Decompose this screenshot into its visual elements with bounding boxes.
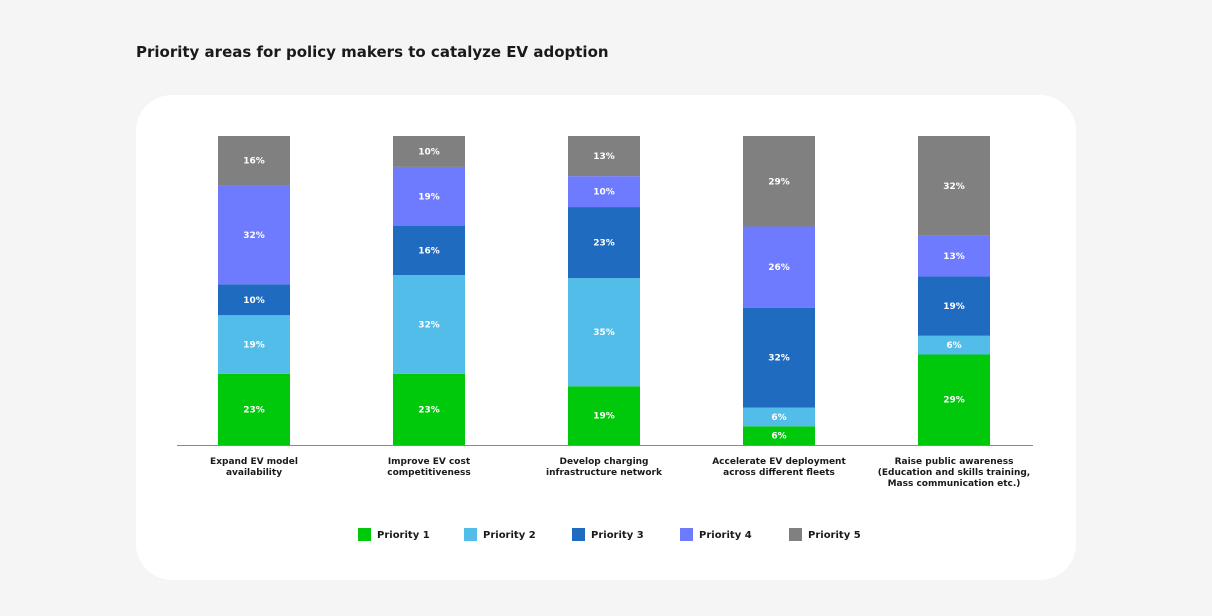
bar-segment-4 — [568, 176, 640, 208]
chart-title: Priority areas for policy makers to cata… — [136, 43, 609, 61]
data-label: 16% — [243, 157, 265, 167]
data-label: 19% — [593, 412, 615, 422]
data-label: 16% — [418, 246, 440, 256]
category-label: competitiveness — [387, 468, 470, 478]
data-label: 32% — [768, 354, 790, 364]
data-label: 6% — [771, 413, 786, 423]
category-label: Raise public awareness — [895, 457, 1014, 467]
category-label: availability — [226, 468, 282, 478]
data-label: 32% — [943, 182, 965, 192]
category-label: across different fleets — [723, 468, 835, 478]
data-label: 32% — [418, 320, 440, 330]
data-label: 13% — [943, 252, 965, 262]
bar-segment-1 — [218, 373, 290, 445]
data-label: 23% — [243, 405, 265, 415]
bar-segment-5 — [568, 136, 640, 177]
bar-segment-2 — [743, 407, 815, 427]
legend-swatch — [358, 528, 371, 541]
bar-segment-4 — [918, 235, 990, 277]
bar-segment-3 — [568, 207, 640, 279]
legend-swatch — [789, 528, 802, 541]
category-label: Expand EV model — [210, 457, 298, 467]
bar-segment-5 — [918, 136, 990, 236]
category-label: Mass communication etc.) — [888, 479, 1021, 489]
legend-swatch — [572, 528, 585, 541]
data-label: 6% — [771, 432, 786, 442]
category-label: (Education and skills training, — [878, 468, 1030, 478]
bar-segment-3 — [393, 225, 465, 276]
data-label: 19% — [243, 341, 265, 351]
bar-segment-5 — [393, 136, 465, 167]
bar-segment-1 — [568, 386, 640, 445]
category-label: Accelerate EV deployment — [712, 457, 846, 467]
data-label: 29% — [768, 177, 790, 187]
category-label: Improve EV cost — [388, 457, 471, 467]
data-label: 32% — [243, 231, 265, 241]
bar-segment-3 — [218, 284, 290, 316]
data-label: 13% — [593, 152, 615, 162]
bar-segment-1 — [918, 354, 990, 445]
bar-segment-4 — [743, 226, 815, 308]
legend-label: Priority 5 — [808, 530, 861, 541]
legend-label: Priority 3 — [591, 530, 644, 541]
legend-swatch — [680, 528, 693, 541]
data-label: 6% — [946, 341, 961, 351]
bar-segment-2 — [918, 335, 990, 355]
legend-label: Priority 1 — [377, 530, 430, 541]
data-label: 23% — [593, 239, 615, 249]
data-label: 10% — [593, 188, 615, 198]
bar-segment-2 — [568, 278, 640, 387]
bar-segment-4 — [218, 185, 290, 285]
bar-segment-2 — [218, 315, 290, 374]
bar-segment-3 — [743, 307, 815, 408]
data-label: 35% — [593, 328, 615, 338]
category-label: infrastructure network — [546, 468, 663, 478]
data-label: 29% — [943, 396, 965, 406]
bar-segment-3 — [918, 276, 990, 336]
bar-segment-1 — [743, 426, 815, 445]
bar-segment-5 — [218, 136, 290, 186]
data-label: 26% — [768, 263, 790, 273]
category-label: Develop charging — [559, 457, 648, 467]
data-label: 19% — [418, 192, 440, 202]
bar-segment-4 — [393, 166, 465, 226]
legend-swatch — [464, 528, 477, 541]
bar-segment-1 — [393, 373, 465, 445]
data-label: 19% — [943, 302, 965, 312]
data-label: 10% — [418, 147, 440, 157]
data-label: 10% — [243, 296, 265, 306]
bar-segment-5 — [743, 136, 815, 227]
legend-label: Priority 2 — [483, 530, 536, 541]
legend-label: Priority 4 — [699, 530, 752, 541]
data-label: 23% — [418, 405, 440, 415]
bar-segment-2 — [393, 275, 465, 374]
